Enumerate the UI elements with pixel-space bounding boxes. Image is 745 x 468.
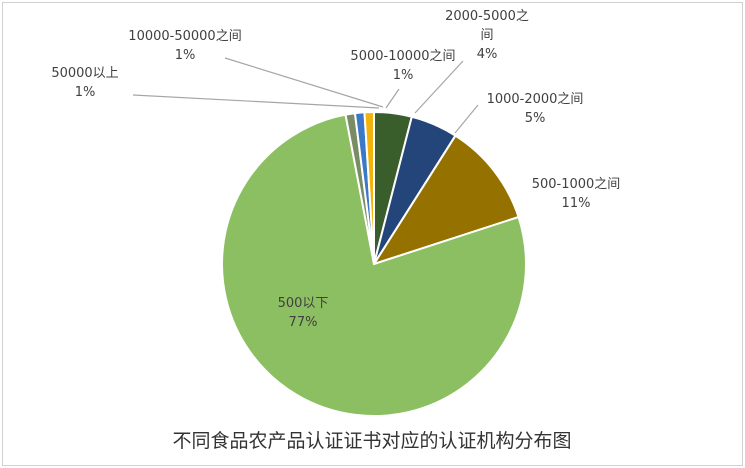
slice-label: 1000-2000之间 5% — [487, 92, 584, 126]
slice-label: 2000-5000之间 4% — [445, 9, 529, 62]
leader-line — [132, 94, 380, 109]
slice-label: 500-1000之间 11% — [532, 177, 621, 211]
leader-line — [224, 57, 384, 108]
pie-slice — [371, 134, 520, 266]
slice-label: 500以下 77% — [278, 296, 329, 330]
leader-line — [385, 88, 400, 109]
leader-line — [454, 104, 479, 134]
pie-slice — [221, 113, 527, 417]
chart-title: 不同食品农产品认证证书对应的认证机构分布图 — [172, 430, 571, 452]
leader-line — [414, 60, 464, 114]
pie-chart: 2000-5000之间 4% 1000-2000之间 5% 500-1000之间 11% 5… — [51, 9, 621, 452]
slice-label: 5000-10000之间 1% — [350, 49, 455, 83]
slice-label: 10000-50000之间 1% — [128, 29, 241, 63]
pie-slice — [363, 110, 375, 265]
slice-label: 50000以上 1% — [51, 66, 118, 100]
